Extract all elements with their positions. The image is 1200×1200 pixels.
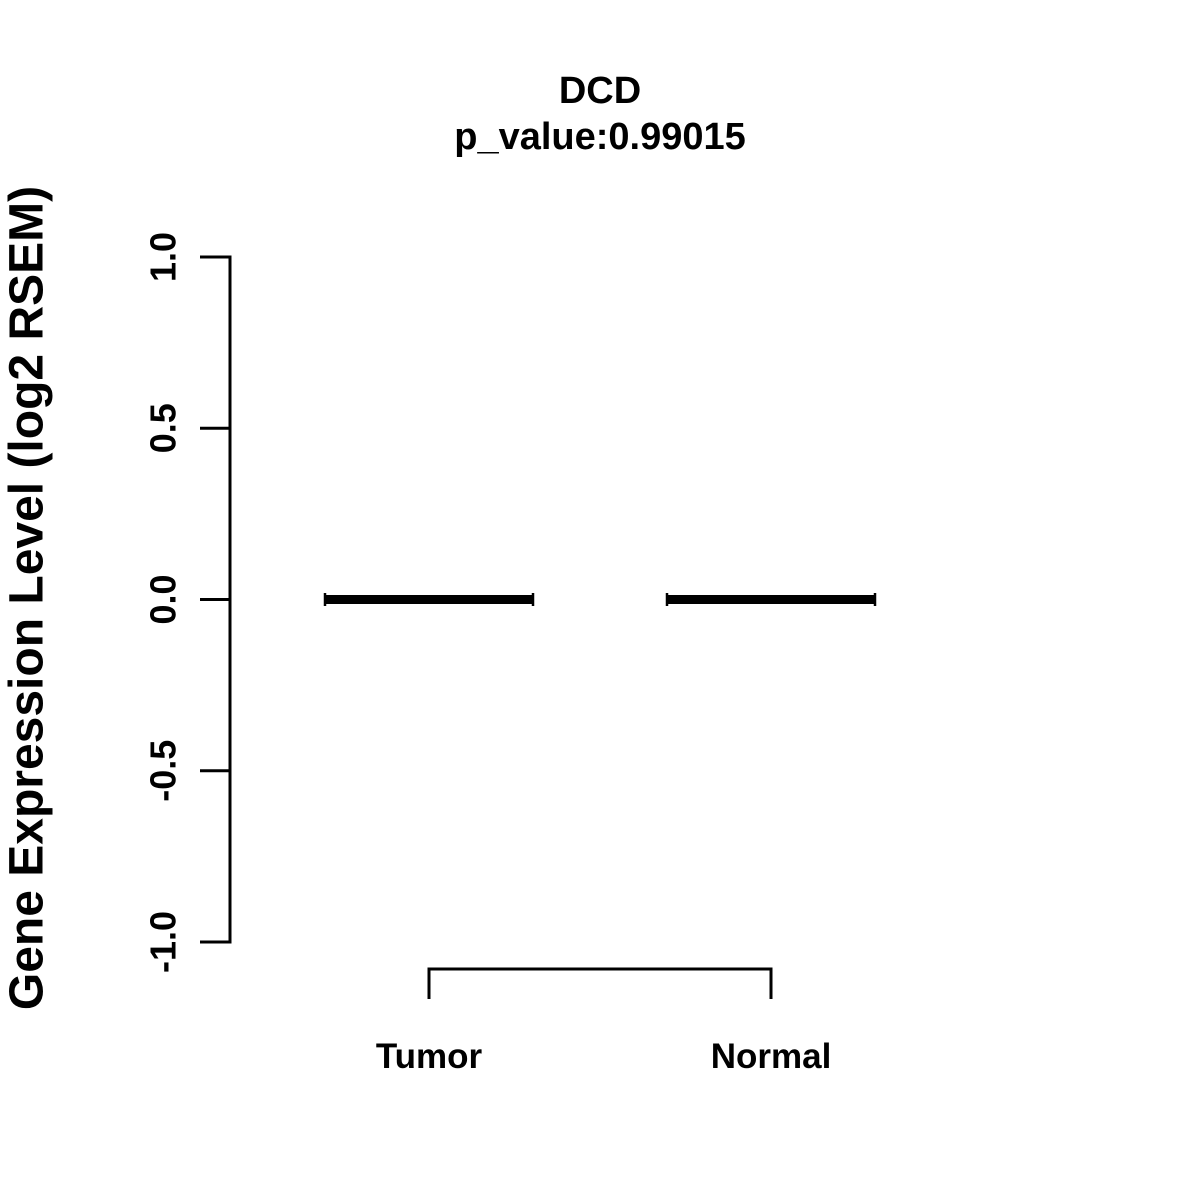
y-tick-label: -1.0 [143,911,184,973]
chart-subtitle: p_value:0.99015 [454,116,746,158]
chart-title: DCD [558,70,642,112]
chart-header: DCD p_value:0.99015 [0,68,1200,160]
y-tick-label: -0.5 [143,740,184,802]
y-tick-label: 1.0 [143,232,184,282]
y-tick-label: 0.0 [143,574,184,624]
category-label-normal: Normal [710,1037,832,1076]
comparison-bracket [427,967,773,999]
category-label-tumor: Tumor [375,1037,483,1076]
y-tick-label: 0.5 [143,403,184,453]
